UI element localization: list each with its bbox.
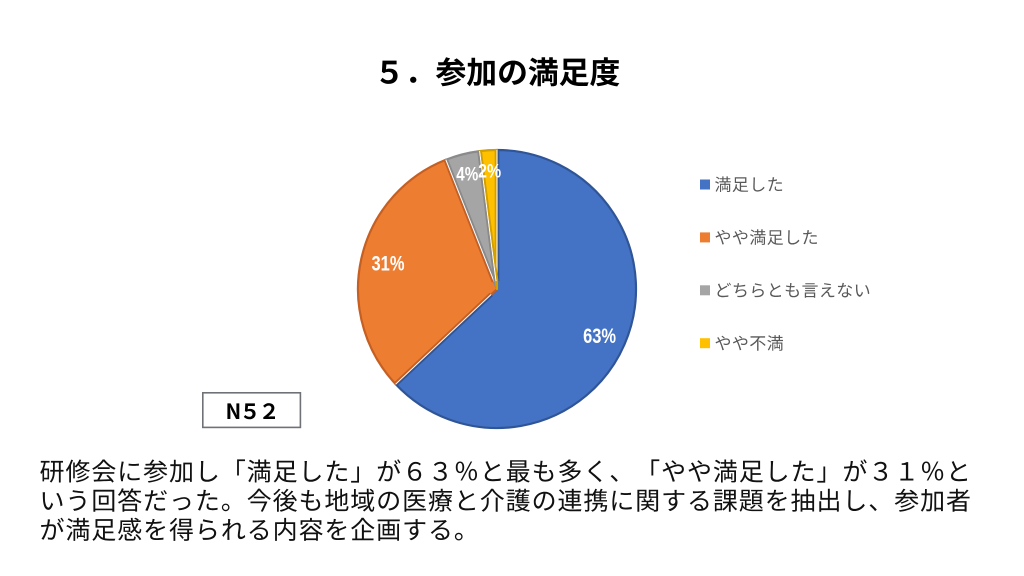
svg-text:4%: 4% — [456, 164, 478, 185]
svg-text:63%: 63% — [583, 324, 616, 348]
svg-text:31%: 31% — [372, 252, 405, 276]
svg-text:2%: 2% — [478, 161, 501, 182]
